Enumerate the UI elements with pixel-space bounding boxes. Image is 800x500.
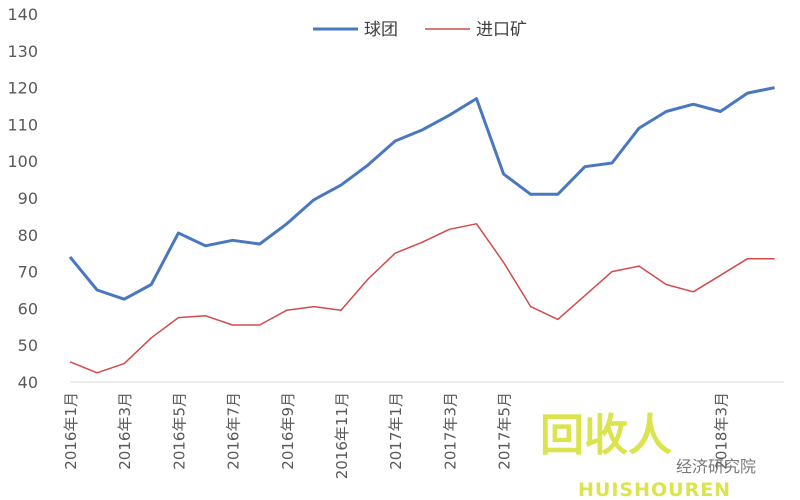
- series-line-1: [68, 86, 775, 301]
- series-lines: [68, 86, 775, 374]
- legend-label-series-1: 球团: [364, 20, 398, 40]
- x-tick-label: 2017年3月: [441, 392, 459, 470]
- x-tick-label: 2016年5月: [170, 392, 188, 470]
- y-tick-label: 70: [18, 263, 38, 282]
- y-tick-label: 140: [7, 5, 38, 24]
- x-tick-label: 2016年1月: [62, 392, 80, 470]
- watermark: 回收人 经济研究院 HUISHOUREN: [540, 410, 756, 500]
- x-axis: 2016年1月 2016年3月 2016年5月 2016年7月 2016年9月 2016年…: [62, 381, 784, 479]
- x-tick-label: 2016年7月: [225, 392, 243, 470]
- y-tick-label: 50: [18, 336, 38, 355]
- x-tick-label: 2017年5月: [496, 392, 514, 470]
- series-line-2: [69, 223, 775, 374]
- y-tick-label: 110: [7, 115, 38, 134]
- x-tick-label: 2016年9月: [279, 392, 297, 470]
- y-axis: 40 50 60 70 80 90 100 110 120 130 140: [7, 5, 38, 392]
- y-tick-label: 130: [7, 42, 38, 61]
- y-tick-label: 80: [18, 226, 38, 245]
- watermark-logo-text: 回收人: [540, 410, 672, 461]
- x-tick-label: 2018年3月: [712, 392, 730, 470]
- y-tick-label: 60: [18, 299, 38, 318]
- legend-label-series-2: 进口矿: [476, 20, 527, 40]
- legend: 球团 进口矿: [313, 20, 527, 40]
- y-tick-label: 90: [18, 189, 38, 208]
- watermark-brand-text: HUISHOUREN: [578, 479, 731, 500]
- y-tick-label: 120: [7, 79, 38, 98]
- x-tick-label: 2017年1月: [387, 392, 405, 470]
- y-tick-label: 40: [18, 373, 38, 392]
- watermark-sub-text: 经济研究院: [676, 457, 756, 476]
- y-tick-label: 100: [7, 152, 38, 171]
- x-tick-label: 2016年3月: [116, 392, 134, 470]
- x-tick-label: 2016年11月: [333, 392, 351, 479]
